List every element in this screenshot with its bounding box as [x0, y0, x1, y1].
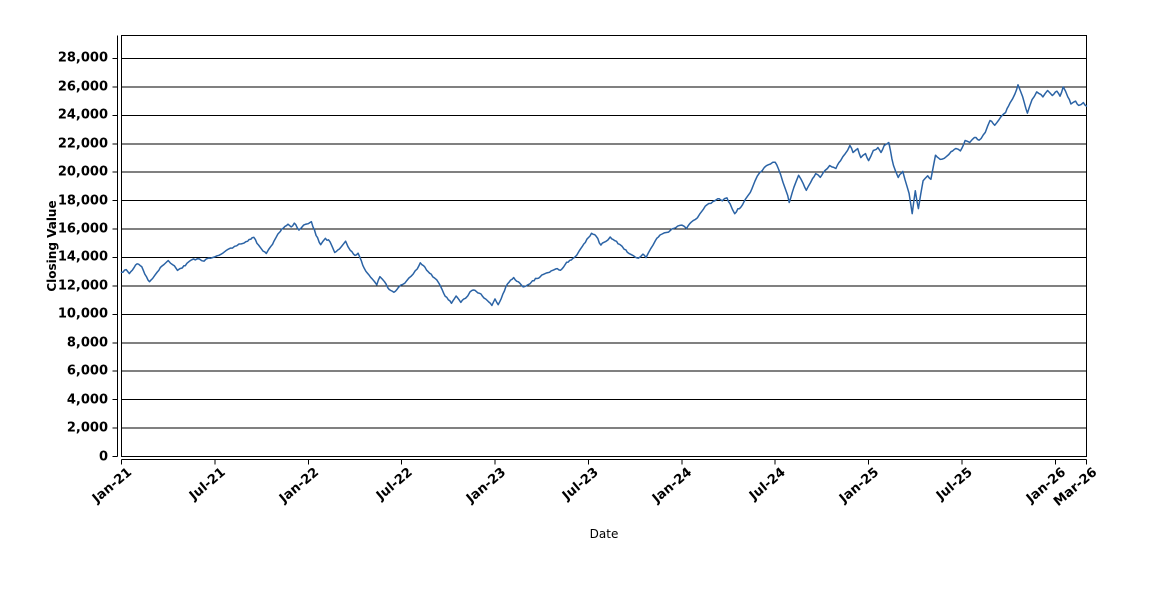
y-axis-title: Closing Value — [45, 200, 59, 292]
y-tick-label: 26,000 — [57, 79, 108, 95]
y-tick-label: 12,000 — [57, 278, 108, 294]
y-tick-label: 16,000 — [57, 221, 108, 237]
y-tick-label: 18,000 — [57, 193, 108, 209]
y-tick-label: 6,000 — [66, 363, 108, 379]
y-tick-label: 2,000 — [66, 420, 108, 436]
y-tick-label: 4,000 — [66, 392, 108, 408]
x-axis-title: Date — [589, 527, 619, 541]
y-tick-label: 0 — [98, 449, 108, 464]
y-tick-label: 24,000 — [57, 107, 108, 123]
y-tick-label: 22,000 — [57, 136, 108, 152]
y-tick-label: 20,000 — [57, 164, 108, 180]
y-tick-label: 8,000 — [66, 335, 108, 351]
y-tick-label: 10,000 — [57, 306, 108, 322]
y-tick-label: 28,000 — [57, 50, 108, 66]
closing-value-series — [120, 84, 1088, 307]
y-tick-label: 14,000 — [57, 249, 108, 265]
